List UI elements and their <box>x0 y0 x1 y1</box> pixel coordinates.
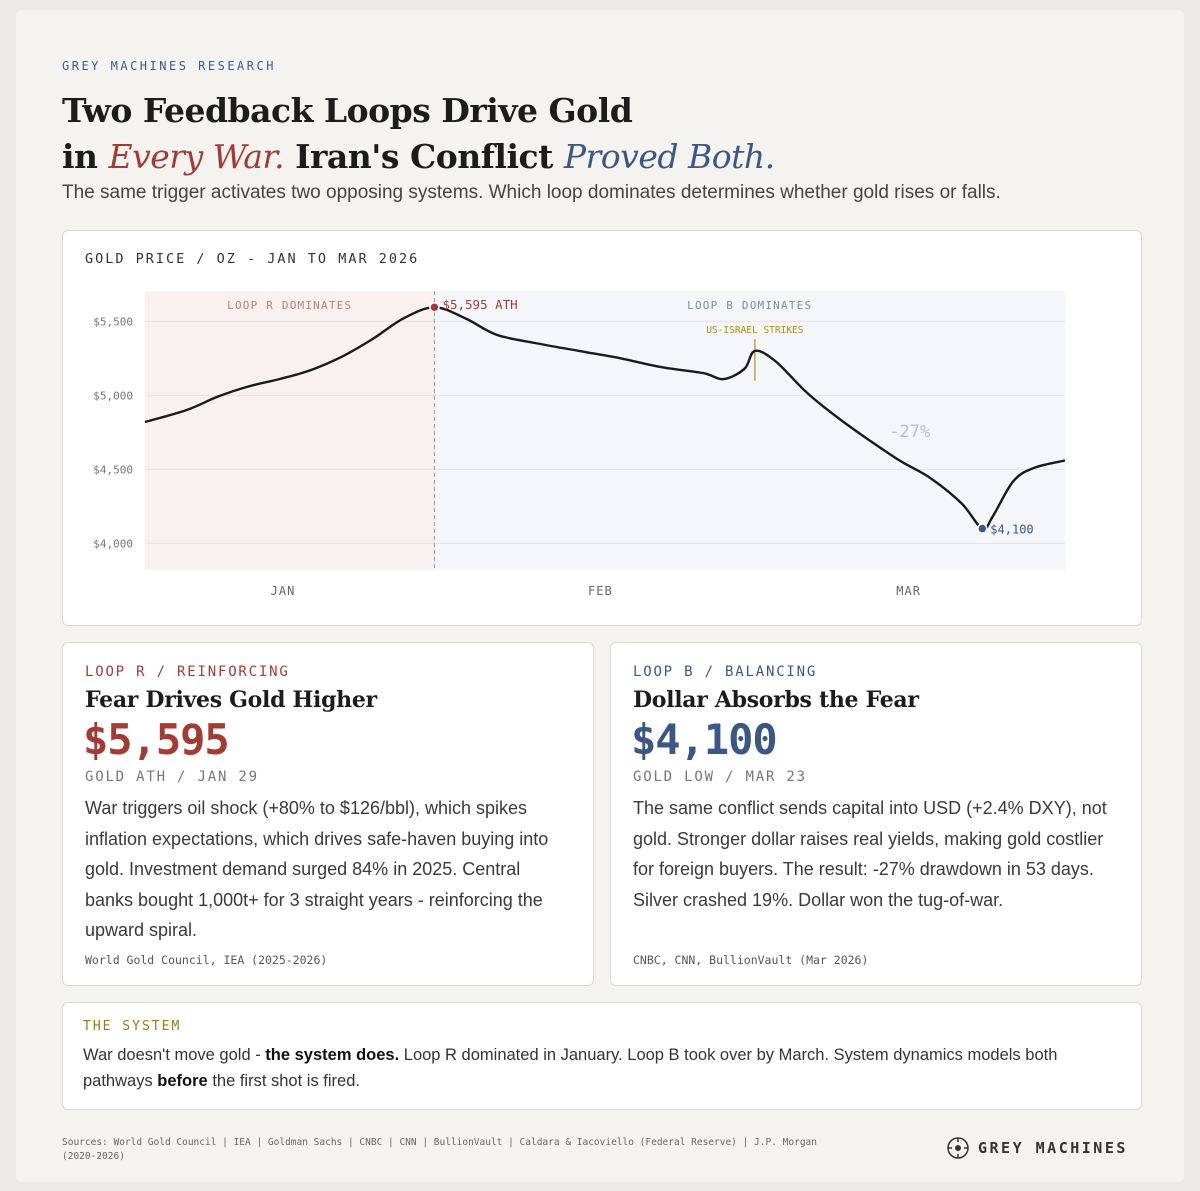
system-bold-2: before <box>157 1072 208 1090</box>
low-point <box>977 523 988 534</box>
x-tick-label: JAN <box>271 584 296 598</box>
region-bg-1 <box>145 291 435 570</box>
region-label-1: LOOP R DOMINATES <box>227 299 352 312</box>
grey-machines-logo-icon <box>947 1137 969 1159</box>
system-card: THE SYSTEM War doesn't move gold - the s… <box>62 1002 1142 1110</box>
x-tick-label: FEB <box>588 584 613 598</box>
chart-card: GOLD PRICE / OZ - JAN TO MAR 2026 LOOP R… <box>62 230 1142 626</box>
footer-sources: Sources: World Gold Council | IEA | Gold… <box>62 1137 817 1162</box>
title-every-war: Every War. <box>108 137 285 176</box>
loop-r-body: War triggers oil shock (+80% to $126/bbl… <box>85 798 549 940</box>
system-eyebrow: THE SYSTEM <box>83 1019 182 1034</box>
loop-r-source: World Gold Council, IEA (2025-2026) <box>85 953 328 967</box>
gold-price-series-line <box>144 306 1066 531</box>
loop-b-eyebrow: LOOP B / BALANCING <box>633 664 818 680</box>
y-tick-label: $4,500 <box>93 463 133 476</box>
system-text-3: the first shot is fired. <box>207 1072 360 1090</box>
brand-name: GREY MACHINES <box>978 1139 1128 1157</box>
y-tick-label: $5,000 <box>93 389 133 402</box>
loop-r-value: $5,595 <box>83 715 230 764</box>
page-subtitle: The same trigger activates two opposing … <box>62 182 1001 203</box>
loop-b-card: LOOP B / BALANCING Dollar Absorbs the Fe… <box>610 642 1142 986</box>
title-proved-both: Proved Both. <box>563 137 775 176</box>
chart-title: GOLD PRICE / OZ - JAN TO MAR 2026 <box>85 251 420 267</box>
ath-label: $5,595 ATH <box>442 297 517 312</box>
title-in: in <box>62 137 98 176</box>
strike-label: US-ISRAEL STRIKES <box>706 325 804 336</box>
system-body: War doesn't move gold - the system does.… <box>83 1042 1113 1094</box>
loop-r-eyebrow: LOOP R / REINFORCING <box>85 664 290 680</box>
loop-b-title: Dollar Absorbs the Fear <box>633 687 919 713</box>
ath-point <box>429 302 440 313</box>
loop-b-value: $4,100 <box>631 715 778 764</box>
loop-b-caption: GOLD LOW / MAR 23 <box>633 769 807 785</box>
y-tick-label: $5,500 <box>93 315 133 328</box>
loop-b-source: CNBC, CNN, BullionVault (Mar 2026) <box>633 953 869 967</box>
infographic-page: GREY MACHINES RESEARCH Two Feedback Loop… <box>16 10 1184 1182</box>
region-bg-2 <box>434 291 1065 570</box>
low-label: $4,100 <box>990 523 1033 537</box>
title-mid: Iran's Conflict <box>295 137 553 176</box>
title-line-1: Two Feedback Loops Drive Gold <box>62 91 633 130</box>
x-tick-label: MAR <box>896 584 921 598</box>
gold-price-chart: LOOP R DOMINATES LOOP B DOMINATES $5,500 $5… <box>93 291 1066 598</box>
page-title: Two Feedback Loops Drive Gold in Every W… <box>62 88 1142 180</box>
region-label-2: LOOP B DOMINATES <box>687 299 812 312</box>
system-text-2: Loop R dominated in January. Loop B took… <box>83 1046 1058 1090</box>
system-bold-1: the system does. <box>265 1046 400 1064</box>
footer-brand: GREY MACHINES <box>946 1136 1128 1160</box>
header-eyebrow: GREY MACHINES RESEARCH <box>62 59 276 73</box>
loop-r-caption: GOLD ATH / JAN 29 <box>85 769 259 785</box>
loop-b-body: The same conflict sends capital into USD… <box>633 798 1107 910</box>
loop-r-card: LOOP R / REINFORCING Fear Drives Gold Hi… <box>62 642 594 986</box>
y-tick-label: $4,000 <box>93 537 133 550</box>
system-text-1: War doesn't move gold - <box>83 1046 266 1064</box>
drawdown-label: -27% <box>889 422 930 442</box>
loop-r-title: Fear Drives Gold Higher <box>85 687 377 713</box>
